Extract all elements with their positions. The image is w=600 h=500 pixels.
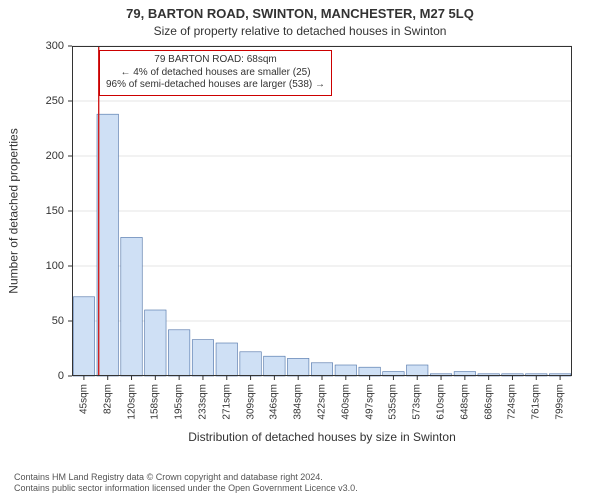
x-tick-label: 195sqm [174,384,185,420]
y-tick-label: 200 [46,150,64,162]
annotation-line-3: 96% of semi-detached houses are larger (… [106,79,325,92]
y-axis-ticks: 050100150200250300 [34,46,68,376]
y-tick-label: 250 [46,95,64,107]
x-tick-label: 648sqm [459,384,470,420]
bar [407,365,428,376]
x-tick-label: 460sqm [340,384,351,420]
annotation-line-2: ← 4% of detached houses are smaller (25) [106,67,325,80]
bar [311,363,332,376]
chart-title: 79, BARTON ROAD, SWINTON, MANCHESTER, M2… [0,6,600,21]
bar [97,114,118,376]
x-tick-label: 761sqm [531,384,542,420]
x-axis-label: Distribution of detached houses by size … [72,430,572,444]
y-axis-label: Number of detached properties [6,46,22,376]
chart-plot: 79 BARTON ROAD: 68sqm ← 4% of detached h… [72,46,572,376]
x-tick-label: 384sqm [293,384,304,420]
annotation-line-1: 79 BARTON ROAD: 68sqm [106,54,325,67]
x-axis-ticks: 45sqm 82sqm 120sqm 158sqm 195sqm 233sqm 271sqm… [72,378,572,428]
bar [359,367,380,376]
footer-line-2: Contains public sector information licen… [14,483,358,494]
footer: Contains HM Land Registry data © Crown c… [14,472,358,495]
bar [121,237,142,376]
x-tick-label: 120sqm [126,384,137,420]
x-tick-label: 271sqm [221,384,232,420]
bar [335,365,356,376]
bar [216,343,237,376]
x-tick-label: 686sqm [483,384,494,420]
bar [145,310,166,376]
x-tick-label: 573sqm [412,384,423,420]
y-tick-label: 150 [46,205,64,217]
footer-line-1: Contains HM Land Registry data © Crown c… [14,472,358,483]
chart-svg [72,46,572,376]
x-tick-label: 799sqm [555,384,566,420]
y-tick-label: 100 [46,260,64,272]
bar [287,358,308,376]
x-tick-label: 346sqm [269,384,280,420]
y-tick-label: 50 [52,315,64,327]
x-tick-label: 724sqm [507,384,518,420]
bar [264,356,285,376]
x-tick-label: 610sqm [436,384,447,420]
bar [240,352,261,376]
x-tick-label: 497sqm [364,384,375,420]
bar [73,297,94,376]
x-tick-label: 82sqm [102,384,113,414]
x-tick-label: 45sqm [78,384,89,414]
bar [192,340,213,376]
annotation-box: 79 BARTON ROAD: 68sqm ← 4% of detached h… [99,50,332,96]
y-tick-label: 0 [58,370,64,382]
y-axis-label-text: Number of detached properties [7,128,21,293]
x-tick-label: 309sqm [245,384,256,420]
chart-subtitle: Size of property relative to detached ho… [0,24,600,38]
x-tick-label: 233sqm [197,384,208,420]
x-tick-label: 158sqm [150,384,161,420]
bar [168,330,189,376]
x-tick-label: 422sqm [317,384,328,420]
x-tick-label: 535sqm [388,384,399,420]
y-tick-label: 300 [46,40,64,52]
